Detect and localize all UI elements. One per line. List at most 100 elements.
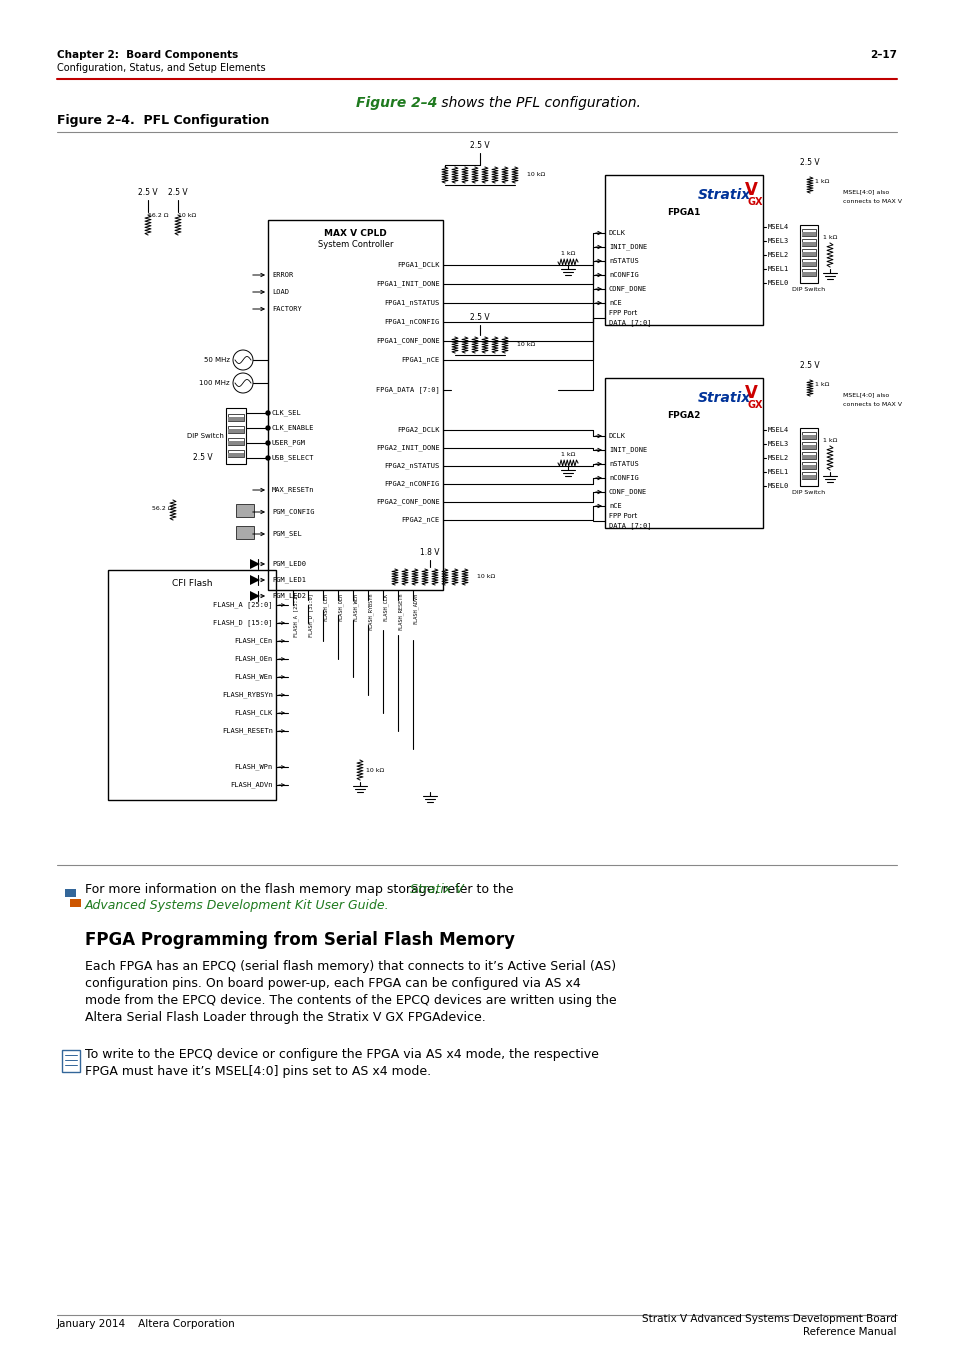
Text: 56.2 Ω: 56.2 Ω (152, 506, 172, 512)
Text: PGM_LED1: PGM_LED1 (272, 576, 306, 583)
Bar (801, 259, 815, 266)
Polygon shape (250, 559, 260, 568)
Text: FPGA1_INIT_DONE: FPGA1_INIT_DONE (375, 281, 439, 288)
Text: 2.5 V: 2.5 V (168, 188, 188, 197)
Text: LOAD: LOAD (272, 289, 289, 296)
Text: 2.5 V: 2.5 V (193, 454, 213, 462)
Text: Advanced Systems Development Kit User Guide.: Advanced Systems Development Kit User Gu… (85, 899, 389, 913)
Text: For more information on the flash memory map storage, refer to the: For more information on the flash memory… (85, 883, 517, 896)
Text: Reference Manual: Reference Manual (802, 1327, 896, 1336)
Text: Figure 2–4.  PFL Configuration: Figure 2–4. PFL Configuration (57, 113, 269, 127)
Bar (801, 252, 815, 256)
Text: 56.2 Ω: 56.2 Ω (148, 213, 169, 217)
Text: FLASH_A [25:1]: FLASH_A [25:1] (293, 593, 298, 637)
Bar (801, 432, 815, 439)
Text: FPGA Programming from Serial Flash Memory: FPGA Programming from Serial Flash Memor… (85, 931, 515, 949)
Text: FACTORY: FACTORY (272, 306, 301, 312)
Text: 10 kΩ: 10 kΩ (517, 343, 535, 347)
Text: System Controller: System Controller (317, 240, 393, 248)
Text: shows the PFL configuration.: shows the PFL configuration. (436, 96, 640, 109)
Polygon shape (250, 575, 260, 585)
Bar (801, 441, 815, 450)
Bar (801, 455, 815, 459)
Text: Stratix: Stratix (698, 392, 750, 405)
Text: FPGA2_nCE: FPGA2_nCE (401, 517, 439, 524)
Text: FPGA2: FPGA2 (666, 410, 700, 420)
Text: DIP Switch: DIP Switch (792, 490, 824, 495)
Text: MSEL[4:0] also: MSEL[4:0] also (842, 392, 888, 397)
Text: MSEL0: MSEL0 (767, 483, 788, 489)
Text: FPGA1_nCE: FPGA1_nCE (401, 356, 439, 363)
Text: 1 kΩ: 1 kΩ (560, 251, 575, 256)
Bar (801, 239, 815, 246)
Bar (801, 271, 815, 275)
Text: MSEL1: MSEL1 (767, 468, 788, 475)
Bar (801, 242, 815, 246)
Text: FLASH_A [25:0]: FLASH_A [25:0] (213, 602, 273, 609)
Bar (228, 427, 244, 433)
Text: DIP Switch: DIP Switch (187, 432, 224, 439)
Text: FLASH_WPn: FLASH_WPn (234, 764, 273, 771)
Text: Figure 2–4: Figure 2–4 (355, 96, 436, 109)
Text: 1 kΩ: 1 kΩ (814, 180, 828, 184)
Text: nCE: nCE (608, 300, 621, 306)
Text: Each FPGA has an EPCQ (serial flash memory) that connects to it’s Active Serial : Each FPGA has an EPCQ (serial flash memo… (85, 960, 616, 973)
Text: FLASH_ADVn: FLASH_ADVn (231, 782, 273, 788)
Text: 1.8 V: 1.8 V (420, 548, 439, 558)
Text: MSEL2: MSEL2 (767, 252, 788, 258)
Text: FPGA2_CONF_DONE: FPGA2_CONF_DONE (375, 498, 439, 505)
Bar (801, 435, 815, 439)
Text: GX: GX (747, 197, 762, 207)
Text: MSEL3: MSEL3 (767, 238, 788, 244)
Text: January 2014    Altera Corporation: January 2014 Altera Corporation (57, 1319, 235, 1328)
Text: nSTATUS: nSTATUS (608, 258, 639, 265)
Text: FLASH_RYBSYn: FLASH_RYBSYn (222, 691, 273, 698)
Text: Configuration, Status, and Setup Elements: Configuration, Status, and Setup Element… (57, 63, 265, 73)
Text: PGM_LED2: PGM_LED2 (272, 593, 306, 599)
Text: 1 kΩ: 1 kΩ (814, 382, 828, 387)
Bar (268, 220, 442, 590)
Text: Stratix V: Stratix V (410, 883, 463, 896)
Bar (801, 269, 815, 275)
Text: PGM_SEL: PGM_SEL (272, 531, 301, 537)
Text: MSEL2: MSEL2 (767, 455, 788, 460)
Text: USB_SELECT: USB_SELECT (272, 455, 314, 462)
Text: FPGA2_DCLK: FPGA2_DCLK (397, 427, 439, 433)
Text: FLASH_D [31:0]: FLASH_D [31:0] (308, 593, 314, 637)
Text: nSTATUS: nSTATUS (608, 460, 639, 467)
Bar (228, 441, 244, 446)
Text: 1 kΩ: 1 kΩ (821, 235, 837, 240)
Bar (226, 408, 246, 464)
Bar (62, 1050, 80, 1072)
Polygon shape (250, 591, 260, 601)
Text: nCONFIG: nCONFIG (608, 475, 639, 481)
Bar (108, 570, 275, 801)
Bar (228, 437, 244, 446)
Text: CONF_DONE: CONF_DONE (608, 286, 646, 293)
Bar (228, 429, 244, 433)
Text: Chapter 2:  Board Components: Chapter 2: Board Components (57, 50, 238, 59)
Text: 50 MHz: 50 MHz (204, 356, 230, 363)
Bar (801, 248, 815, 256)
Text: FLASH_CEn: FLASH_CEn (234, 637, 273, 644)
Bar (801, 232, 815, 236)
Text: INIT_DONE: INIT_DONE (608, 447, 646, 454)
Text: FPGA2_nCONFIG: FPGA2_nCONFIG (384, 481, 439, 487)
Bar (800, 225, 817, 284)
Text: FPGA1_nSTATUS: FPGA1_nSTATUS (384, 300, 439, 306)
Bar (801, 475, 815, 479)
Text: FPGA_DATA [7:0]: FPGA_DATA [7:0] (375, 386, 439, 393)
Bar (228, 417, 244, 421)
Text: FPGA1: FPGA1 (666, 208, 700, 217)
Text: CFI Flash: CFI Flash (172, 579, 212, 589)
Bar (801, 262, 815, 266)
Text: FLASH_OEn: FLASH_OEn (337, 593, 343, 621)
Text: FPGA2_nSTATUS: FPGA2_nSTATUS (384, 463, 439, 470)
Text: FPGA1_nCONFIG: FPGA1_nCONFIG (384, 319, 439, 325)
Circle shape (266, 456, 270, 460)
Bar (801, 472, 815, 479)
Text: 2.5 V: 2.5 V (138, 188, 157, 197)
Text: MAX_RESETn: MAX_RESETn (272, 487, 314, 493)
Text: FPP Port: FPP Port (608, 310, 637, 316)
Text: FPGA1_DCLK: FPGA1_DCLK (397, 262, 439, 269)
